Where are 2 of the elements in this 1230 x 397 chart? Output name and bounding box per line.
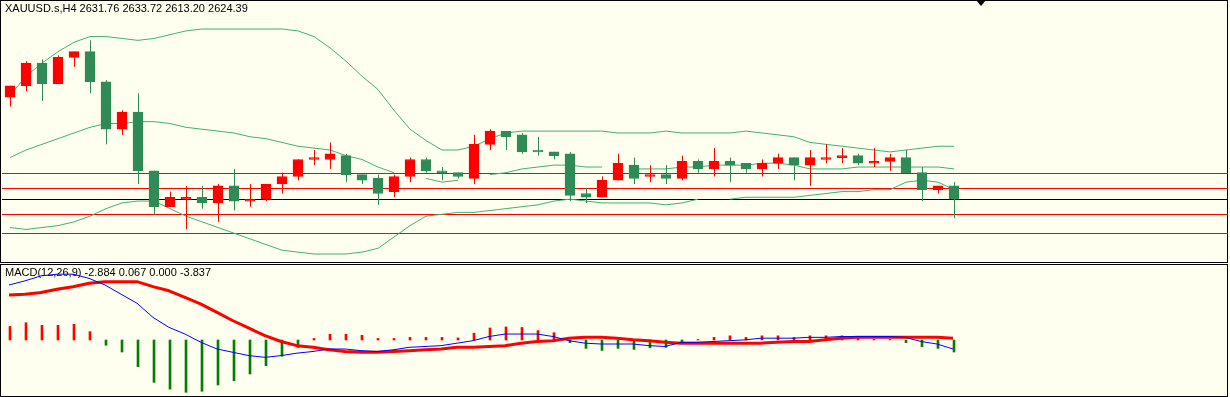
- chart-title: XAUUSD.s,H4 2631.76 2633.72 2613.20 2624.39: [5, 2, 248, 14]
- chart-title: MACD(12,26,9) -2.884 0.067 0.000 -3.837: [5, 266, 212, 278]
